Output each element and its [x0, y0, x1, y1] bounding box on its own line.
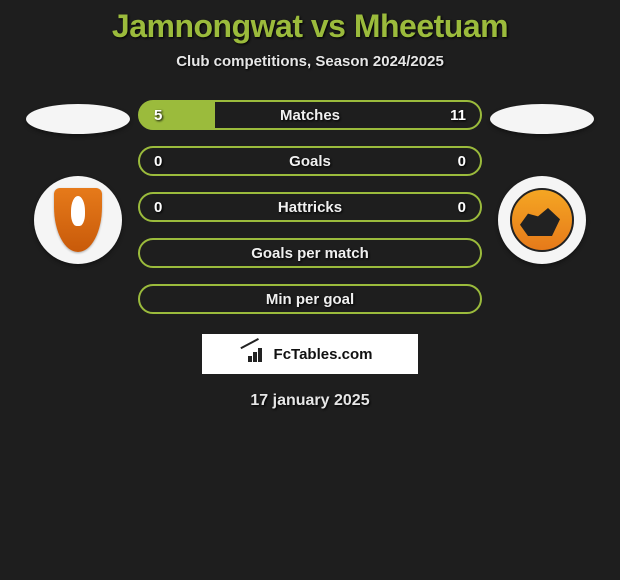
stats-column: 5 Matches 11 0 Goals 0 0 Hattricks 0 Goa… [138, 98, 482, 314]
left-player-column [18, 98, 138, 264]
club-crest-icon [510, 188, 574, 252]
stat-label: Goals per match [251, 245, 369, 262]
stat-left-value: 0 [154, 153, 174, 170]
stat-row-goals: 0 Goals 0 [138, 146, 482, 176]
stat-right-value: 11 [446, 107, 466, 124]
stat-label: Hattricks [278, 199, 342, 216]
left-country-flag [26, 104, 130, 134]
left-club-badge [34, 176, 122, 264]
stat-right-value: 0 [446, 153, 466, 170]
right-club-badge [498, 176, 586, 264]
stat-label: Min per goal [266, 291, 354, 308]
stat-row-matches: 5 Matches 11 [138, 100, 482, 130]
club-crest-icon [54, 188, 102, 252]
main-row: 5 Matches 11 0 Goals 0 0 Hattricks 0 Goa… [0, 98, 620, 314]
stat-row-hattricks: 0 Hattricks 0 [138, 192, 482, 222]
stat-left-value: 5 [154, 107, 174, 124]
page-title: Jamnongwat vs Mheetuam [0, 8, 620, 45]
chart-icon [248, 346, 268, 362]
stat-row-goals-per-match: Goals per match [138, 238, 482, 268]
stat-left-value: 0 [154, 199, 174, 216]
comparison-card: Jamnongwat vs Mheetuam Club competitions… [0, 0, 620, 410]
right-country-flag [490, 104, 594, 134]
date-label: 17 january 2025 [0, 392, 620, 410]
stat-label: Goals [289, 153, 331, 170]
stat-row-min-per-goal: Min per goal [138, 284, 482, 314]
subtitle: Club competitions, Season 2024/2025 [0, 53, 620, 70]
right-player-column [482, 98, 602, 264]
stat-right-value: 0 [446, 199, 466, 216]
stat-label: Matches [280, 107, 340, 124]
attribution-text: FcTables.com [274, 346, 373, 363]
attribution-banner[interactable]: FcTables.com [202, 334, 418, 374]
